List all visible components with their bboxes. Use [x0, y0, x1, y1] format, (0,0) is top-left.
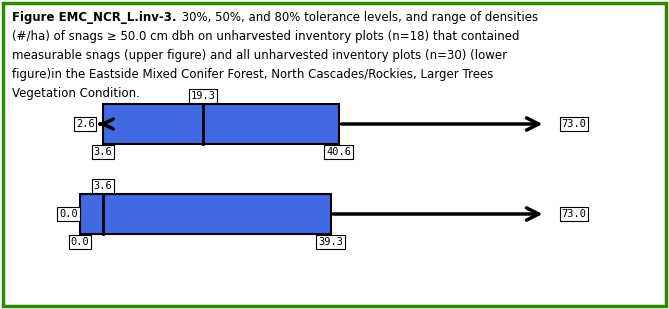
Text: measurable snags (upper figure) and all unharvested inventory plots (n=30) (lowe: measurable snags (upper figure) and all … — [12, 49, 507, 62]
Text: 40.6: 40.6 — [326, 147, 351, 157]
Text: figure)in the Eastside Mixed Conifer Forest, North Cascades/Rockies, Larger Tree: figure)in the Eastside Mixed Conifer For… — [12, 68, 493, 81]
Bar — [80, 194, 330, 234]
Text: 0.0: 0.0 — [71, 237, 90, 247]
Text: 19.3: 19.3 — [191, 91, 215, 101]
Text: 39.3: 39.3 — [318, 237, 343, 247]
Bar — [103, 104, 339, 144]
Text: 0.0: 0.0 — [60, 209, 78, 219]
Text: 73.0: 73.0 — [561, 209, 586, 219]
Text: 30%, 50%, and 80% tolerance levels, and range of densities: 30%, 50%, and 80% tolerance levels, and … — [177, 11, 538, 24]
Text: (#/ha) of snags ≥ 50.0 cm dbh on unharvested inventory plots (n=18) that contain: (#/ha) of snags ≥ 50.0 cm dbh on unharve… — [12, 30, 520, 43]
Text: Figure EMC_NCR_L.inv-3.: Figure EMC_NCR_L.inv-3. — [12, 11, 177, 24]
Text: 73.0: 73.0 — [561, 119, 586, 129]
Text: 3.6: 3.6 — [94, 147, 112, 157]
Text: 3.6: 3.6 — [94, 181, 112, 191]
Text: Vegetation Condition.: Vegetation Condition. — [12, 87, 140, 100]
Text: 2.6: 2.6 — [76, 119, 94, 129]
